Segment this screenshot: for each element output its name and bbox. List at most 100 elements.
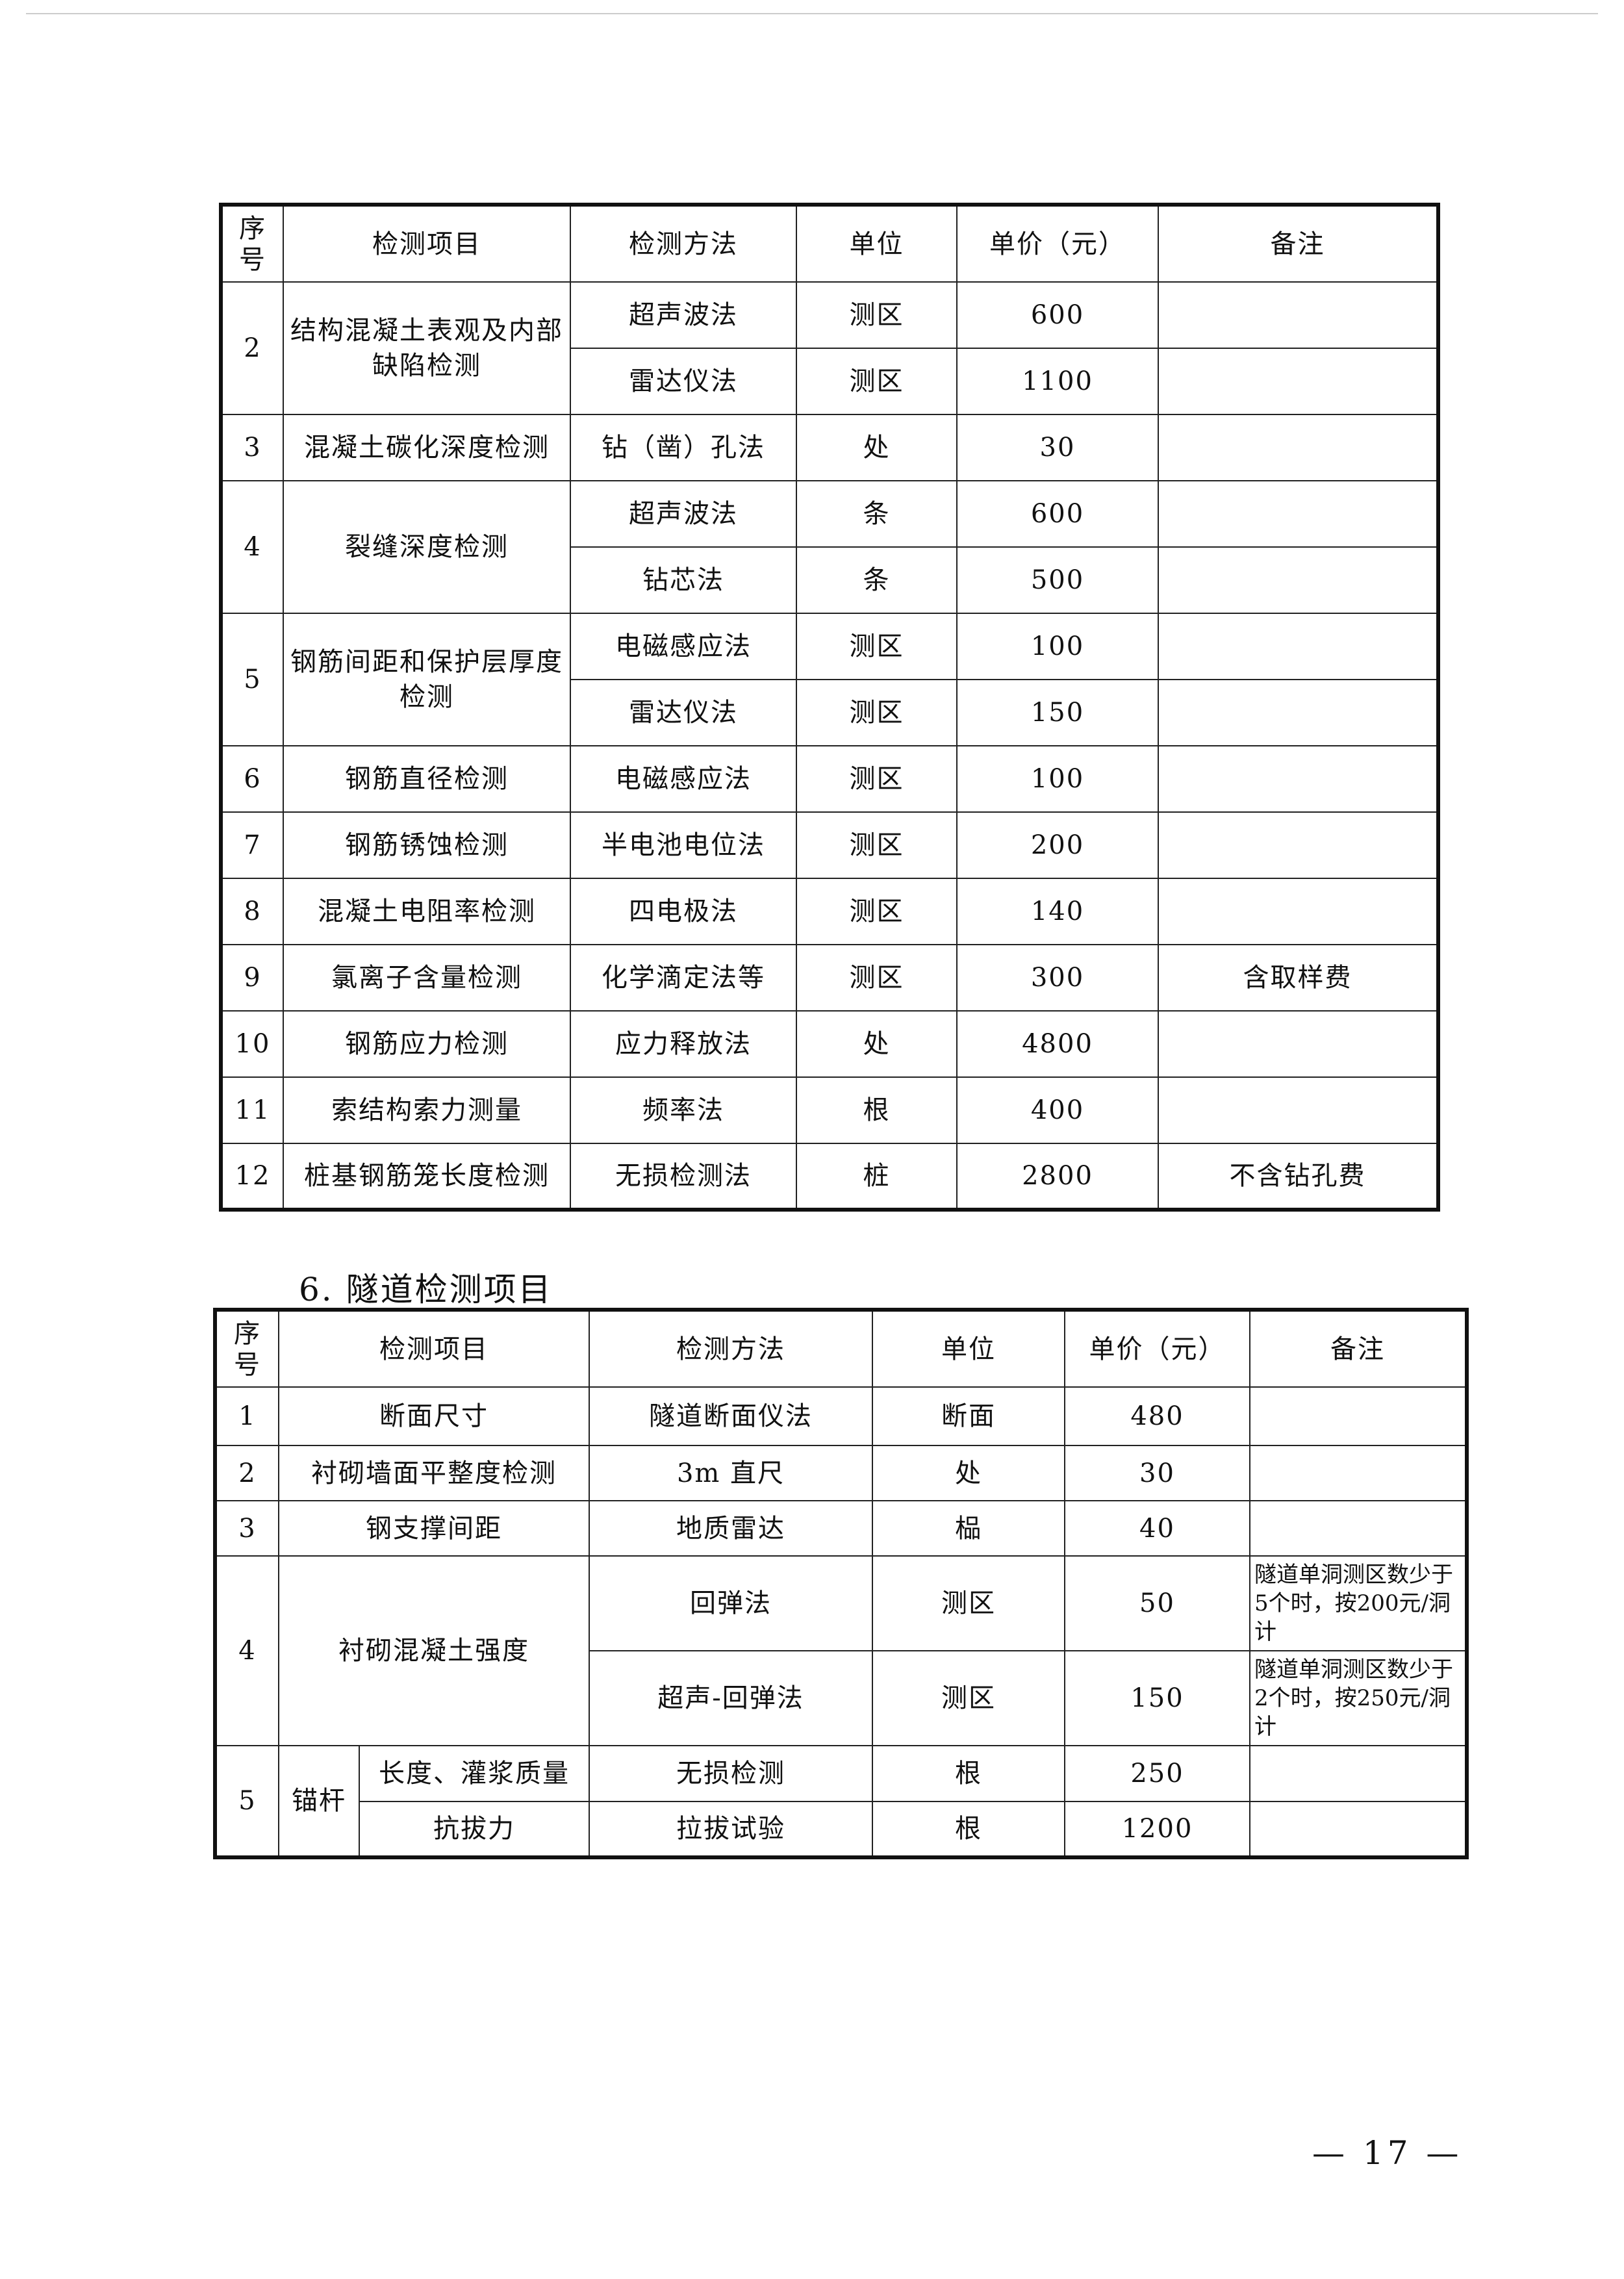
method-cell: 无损检测法	[570, 1143, 797, 1210]
unit-cell: 测区	[796, 679, 958, 746]
note-cell	[1249, 1386, 1467, 1446]
item-cell: 衬砌混凝土强度	[278, 1555, 590, 1746]
item-cell: 索结构索力测量	[283, 1076, 571, 1144]
price-cell: 1100	[956, 348, 1159, 415]
method-cell: 超声波法	[570, 281, 797, 349]
header-method-cell: 检测方法	[589, 1309, 873, 1388]
note-cell: 隧道单洞测区数少于5个时，按200元/洞计	[1249, 1555, 1467, 1651]
unit-cell: 根	[872, 1745, 1065, 1802]
item-cell: 裂缝深度检测	[283, 480, 571, 614]
table-row: 2 衬砌墙面平整度检测 3m 直尺处 30	[214, 1445, 1467, 1501]
header-price-cell: 单价（元）	[956, 204, 1159, 283]
method-cell: 拉拔试验	[589, 1801, 873, 1858]
price-cell: 30	[956, 414, 1159, 481]
note-cell	[1158, 480, 1439, 548]
unit-cell: 桩	[796, 1143, 958, 1210]
tunnel-testing-price-table: 序号 检测项目 检测方法 单位 单价（元） 备注 1 断面尺寸 隧道断面仪法 断面 480 2 衬砌墙面…	[213, 1308, 1469, 1859]
seq-cell: 5	[220, 613, 284, 746]
price-cell: 40	[1064, 1500, 1250, 1557]
unit-cell: 测区	[796, 811, 958, 879]
seq-cell: 4	[220, 480, 284, 614]
price-cell: 500	[956, 546, 1159, 614]
table-row: 5 钢筋间距和保护层厚度检测 电磁感应法 测区 100	[220, 613, 1439, 746]
section-title: 6. 隧道检测项目	[299, 1271, 553, 1308]
price-cell: 50	[1064, 1555, 1250, 1651]
table-row: 7 钢筋锈蚀检测 半电池电位法 测区 200	[220, 811, 1439, 879]
header-unit-cell: 单位	[796, 204, 958, 283]
item-cell: 衬砌墙面平整度检测	[278, 1445, 590, 1501]
note-cell	[1249, 1801, 1467, 1858]
note-cell	[1249, 1445, 1467, 1501]
price-cell: 30	[1064, 1445, 1250, 1501]
note-cell	[1158, 414, 1439, 481]
method-cell: 频率法	[570, 1076, 797, 1144]
unit-cell: 根	[872, 1801, 1065, 1858]
seq-cell: 10	[220, 1010, 284, 1078]
table-row: 3 钢支撑间距 地质雷达榀 40	[214, 1500, 1467, 1557]
seq-cell: 12	[220, 1143, 284, 1210]
unit-cell: 条	[796, 480, 958, 548]
table-row: 雷达仪法 测区 150	[221, 679, 1439, 746]
method-cell: 应力释放法	[570, 1010, 797, 1078]
table-row: 超声-回弹法 测区 150 隧道单洞测区数少于2个时，按250元/洞计	[215, 1650, 1467, 1746]
item-cell: 混凝土碳化深度检测	[283, 414, 571, 481]
method-cell: 超声波法	[570, 480, 797, 548]
table-row: 10 钢筋应力检测 应力释放法处 4800	[220, 1010, 1439, 1078]
price-cell: 100	[956, 745, 1159, 813]
scan-edge-line	[26, 13, 1598, 14]
header-item-cell: 检测项目	[283, 204, 571, 283]
unit-cell: 测区	[796, 944, 958, 1012]
price-cell: 200	[956, 811, 1159, 879]
seq-cell: 9	[220, 944, 284, 1012]
item-cell: 钢筋间距和保护层厚度检测	[283, 613, 571, 746]
unit-cell: 条	[796, 546, 958, 614]
method-cell: 地质雷达	[589, 1500, 873, 1557]
item-cell: 抗拔力	[359, 1801, 590, 1858]
header-note-cell: 备注	[1249, 1309, 1467, 1388]
unit-cell: 榀	[872, 1500, 1065, 1557]
unit-cell: 测区	[796, 745, 958, 813]
unit-cell: 测区	[872, 1650, 1065, 1746]
table-row: 1 断面尺寸 隧道断面仪法 断面 480	[214, 1386, 1467, 1446]
method-cell: 半电池电位法	[570, 811, 797, 879]
note-cell	[1158, 546, 1439, 614]
table-row: 12 桩基钢筋笼长度检测 无损检测法桩 2800 不含钻孔费	[220, 1143, 1439, 1210]
note-cell	[1158, 811, 1439, 879]
item-cell: 断面尺寸	[278, 1386, 590, 1446]
header-seq-cell: 序号	[214, 1309, 279, 1388]
method-cell: 化学滴定法等	[570, 944, 797, 1012]
table-row: 5 锚杆 长度、灌浆质量 无损检测根 250	[214, 1745, 1467, 1858]
item-cell: 氯离子含量检测	[283, 944, 571, 1012]
note-cell	[1158, 745, 1439, 813]
seq-cell: 7	[220, 811, 284, 879]
table-row: 4 裂缝深度检测 超声波法条 600	[220, 480, 1439, 614]
item-cell: 长度、灌浆质量	[359, 1745, 590, 1802]
method-cell: 3m 直尺	[589, 1445, 873, 1501]
price-cell: 400	[956, 1076, 1159, 1144]
item-cell: 钢筋直径检测	[283, 745, 571, 813]
note-cell	[1158, 613, 1439, 680]
price-cell: 4800	[956, 1010, 1159, 1078]
header-item-cell: 检测项目	[278, 1309, 590, 1388]
method-cell: 雷达仪法	[570, 348, 797, 415]
unit-cell: 测区	[796, 348, 958, 415]
header-row: 序号 检测项目 检测方法 单位 单价（元） 备注	[220, 204, 1439, 283]
page-number: — 17 —	[1312, 2134, 1463, 2172]
seq-cell: 2	[214, 1445, 279, 1501]
price-cell: 150	[956, 679, 1159, 746]
table-row: 2 结构混凝土表观及内部缺陷检测 超声波法 测区 600	[220, 281, 1439, 415]
method-cell: 雷达仪法	[570, 679, 797, 746]
note-cell	[1249, 1500, 1467, 1557]
seq-cell: 1	[214, 1386, 279, 1446]
price-cell: 480	[1064, 1386, 1250, 1446]
method-cell: 钻芯法	[570, 546, 797, 614]
note-cell: 含取样费	[1158, 944, 1439, 1012]
item-cell: 钢支撑间距	[278, 1500, 590, 1557]
unit-cell: 处	[796, 414, 958, 481]
header-method-cell: 检测方法	[570, 204, 797, 283]
item-cell: 结构混凝土表观及内部缺陷检测	[283, 281, 571, 415]
table-row: 抗拔力 拉拔试验根 1200	[215, 1801, 1467, 1858]
seq-cell: 3	[214, 1500, 279, 1557]
seq-cell: 8	[220, 878, 284, 945]
note-cell	[1158, 348, 1439, 415]
